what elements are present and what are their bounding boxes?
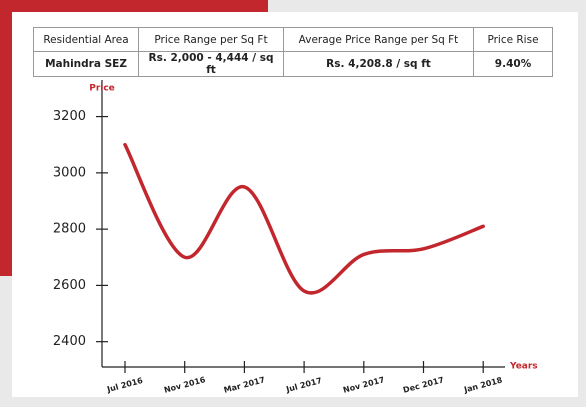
x-tick-label: Jul 2016 xyxy=(105,376,144,395)
price-table: Residential Area Price Range per Sq Ft A… xyxy=(33,27,553,77)
x-tick-label: Jul 2017 xyxy=(284,376,323,394)
y-tick-label: 2600 xyxy=(53,278,86,293)
y-tick-label: 3200 xyxy=(53,109,86,124)
y-tick-label: 2400 xyxy=(53,334,86,349)
cell: 9.40% xyxy=(473,51,553,77)
y-axis-label: Price xyxy=(89,84,115,94)
cell: Rs. 4,208.8 / sq ft xyxy=(283,51,474,77)
price-line xyxy=(123,142,485,295)
x-tick-label: Dec 2017 xyxy=(402,375,445,395)
x-axis-label: Years xyxy=(509,362,538,372)
header-cell: Residential Area xyxy=(33,27,139,52)
y-tick-label: 2800 xyxy=(53,222,86,237)
header-row: Residential Area Price Range per Sq Ft A… xyxy=(33,27,553,52)
y-tick-label: 3000 xyxy=(53,165,86,180)
header-cell: Average Price Range per Sq Ft xyxy=(283,27,474,52)
x-tick-label: Jan 2018 xyxy=(462,375,504,394)
x-tick-label: Nov 2017 xyxy=(342,375,385,395)
header-cell: Price Rise xyxy=(473,27,553,52)
x-tick-label: Nov 2016 xyxy=(163,375,207,395)
data-row: Mahindra SEZ Rs. 2,000 - 4,444 / sq ft R… xyxy=(33,51,553,77)
cell: Rs. 2,000 - 4,444 / sq ft xyxy=(138,51,284,77)
x-tick-label: Mar 2017 xyxy=(223,375,266,395)
